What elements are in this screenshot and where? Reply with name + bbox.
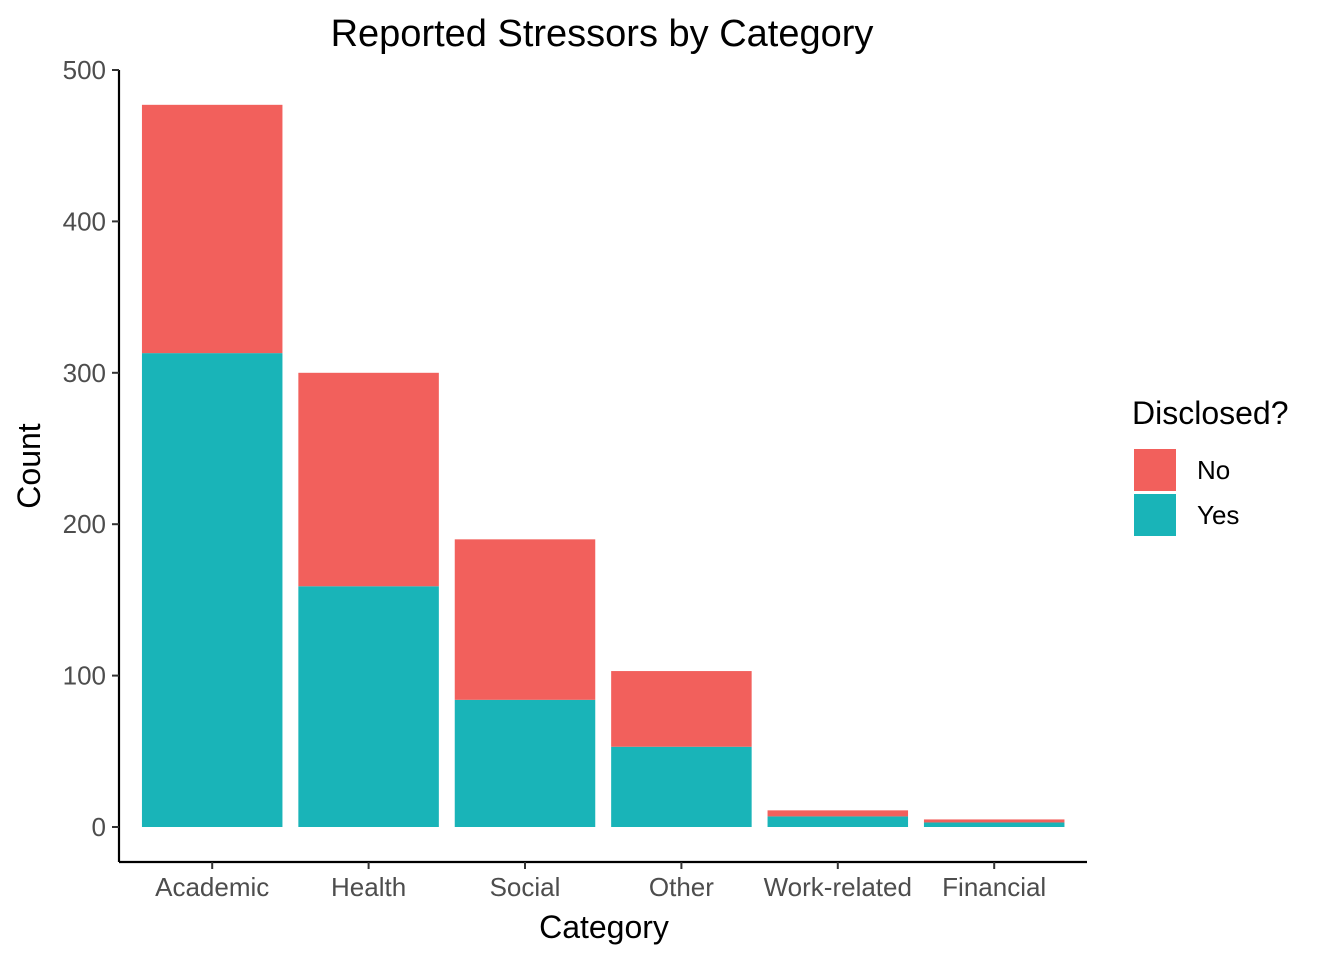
bar-health-no — [298, 372, 439, 587]
chart-title: Reported Stressors by Category — [331, 13, 874, 55]
legend-swatch-no — [1134, 449, 1176, 491]
y-tick-label: 500 — [63, 55, 106, 85]
y-tick-label: 0 — [92, 812, 106, 842]
bar-financial-no — [923, 819, 1065, 823]
bar-social-no — [454, 539, 596, 700]
x-tick-label: Health — [331, 872, 406, 902]
y-axis-title: Count — [11, 423, 47, 509]
bar-work-related-no — [767, 810, 909, 817]
x-tick-label: Social — [490, 872, 561, 902]
bar-health-yes — [298, 586, 439, 827]
y-tick-label: 400 — [63, 206, 106, 236]
x-tick-label: Financial — [942, 872, 1046, 902]
legend-label-no: No — [1197, 455, 1230, 485]
y-tick-label: 200 — [63, 509, 106, 539]
bar-academic-no — [141, 104, 283, 354]
x-tick-label: Other — [649, 872, 714, 902]
y-tick-label: 100 — [63, 661, 106, 691]
axes-layer: 0 100 200 300 400 500 Academic Health Social Othe… — [63, 55, 1087, 902]
bar-social-yes — [454, 699, 596, 827]
bar-work-related-yes — [767, 816, 909, 827]
legend-label-yes: Yes — [1197, 500, 1239, 530]
bar-academic-yes — [141, 353, 283, 827]
x-axis-title: Category — [539, 909, 669, 945]
bars-layer — [141, 104, 1065, 827]
bar-other-no — [611, 671, 752, 747]
x-tick-label: Academic — [155, 872, 269, 902]
x-tick-label: Work-related — [764, 872, 912, 902]
legend-title: Disclosed? — [1132, 395, 1289, 431]
bar-other-yes — [611, 746, 752, 827]
legend-swatch-yes — [1134, 494, 1176, 536]
bar-financial-yes — [923, 822, 1065, 827]
legend: Disclosed? No Yes — [1132, 395, 1289, 536]
y-tick-label: 300 — [63, 358, 106, 388]
